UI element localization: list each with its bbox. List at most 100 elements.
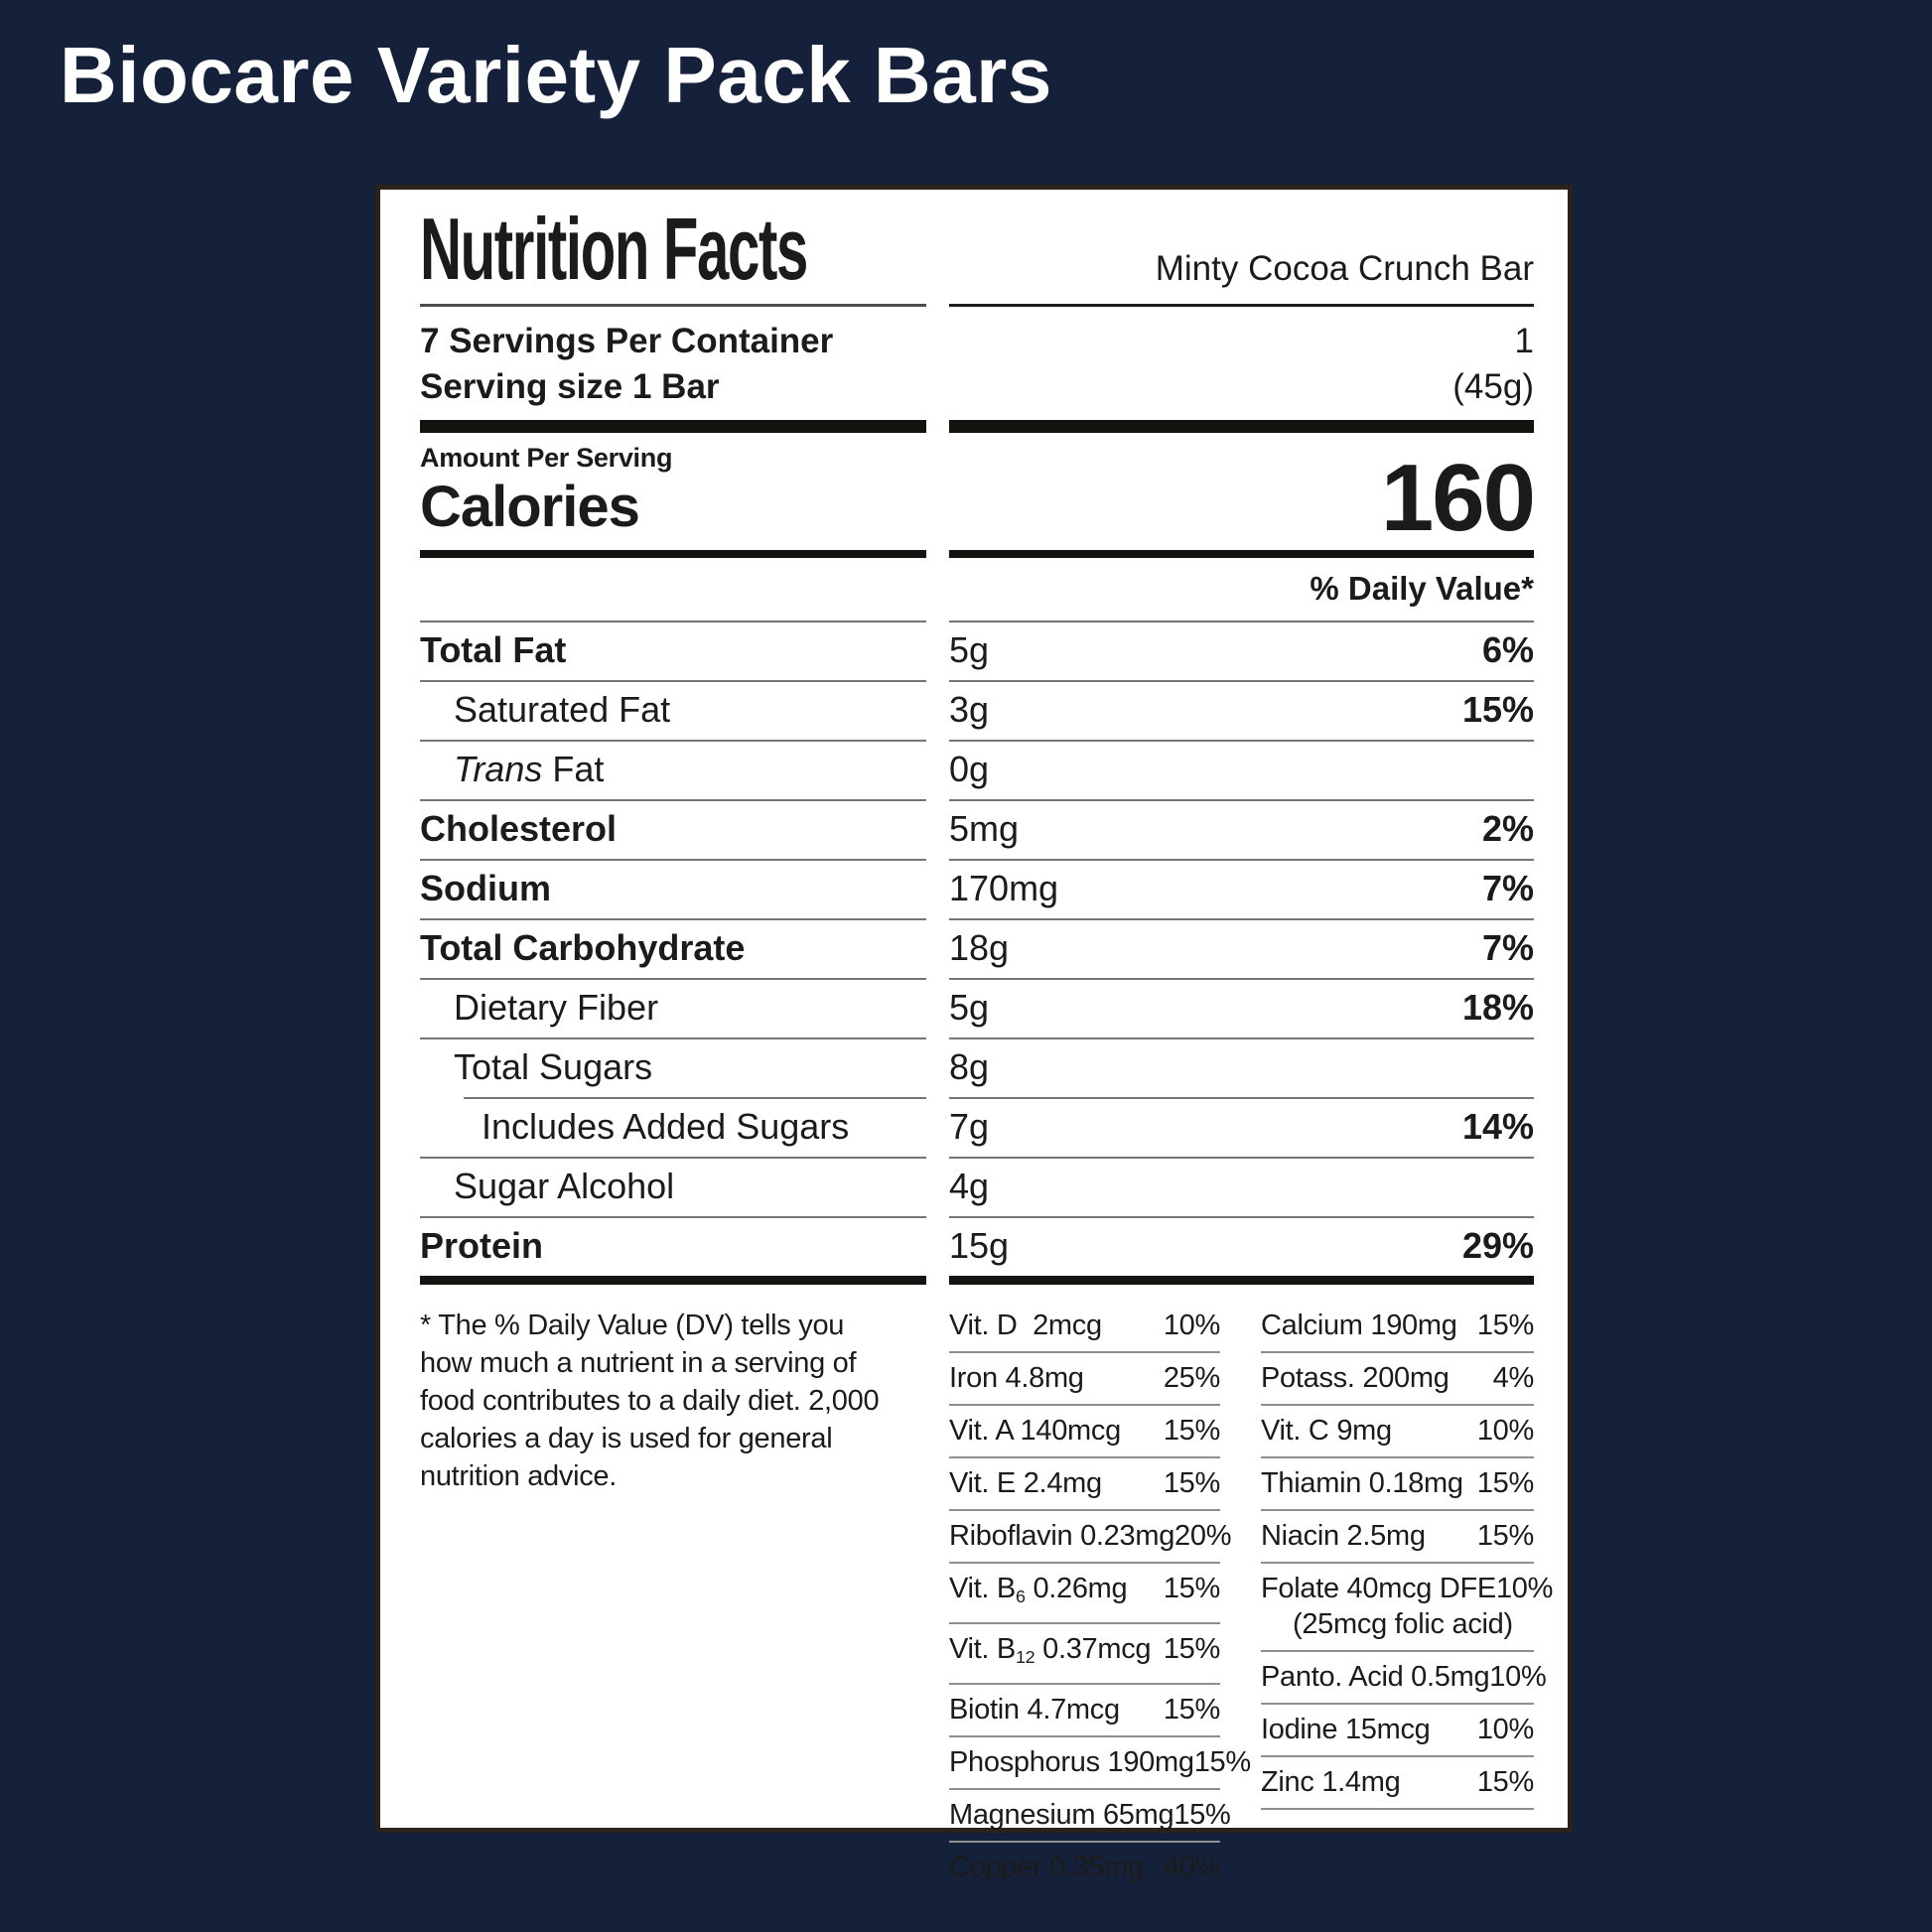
micro-line: Vit. E 2.4mg 15%: [949, 1465, 1220, 1501]
nutrient-dv: 2%: [1481, 808, 1534, 850]
text-part: Vit. D 2mcg: [949, 1310, 1102, 1342]
micro-row: Vit. B6 0.26mg 15%: [949, 1564, 1220, 1625]
medium-bar: [420, 550, 1540, 559]
nutrient-amount: 18g: [949, 927, 1010, 969]
thick-bar: [420, 420, 1540, 434]
micro-name: Folate 40mcg DFE: [1261, 1571, 1496, 1606]
micro-name: Vit. D 2mcg: [949, 1308, 1102, 1343]
nutrient-value-cell: 8g: [949, 1037, 1534, 1097]
product-name: Minty Cocoa Crunch Bar: [949, 249, 1534, 308]
nutrient-name: Total Carbohydrate: [420, 927, 745, 968]
micro-dv: 25%: [1163, 1362, 1220, 1395]
micro-name: Thiamin 0.18mg: [1261, 1465, 1463, 1501]
servings-per-container: 7 Servings Per Container: [420, 322, 834, 361]
micro-row: Vit. D 2mcg 10%: [949, 1301, 1220, 1354]
micro-line: Folate 40mcg DFE 10%: [1261, 1571, 1553, 1606]
serving-info: 7 Servings Per Container Serving size 1 …: [420, 319, 926, 410]
text-part: Calcium 190mg: [1261, 1310, 1457, 1342]
nutrient-row: Total Carbohydrate 18g 7%: [420, 918, 1540, 978]
micro-line: Phosphorus 190mg 15%: [949, 1744, 1251, 1780]
micro-row: Phosphorus 190mg 15%: [949, 1737, 1251, 1791]
nutrient-row: Trans Fat 0g: [420, 740, 1540, 799]
nutrient-dv: 6%: [1481, 629, 1534, 671]
nutrient-value-cell: 15g 29%: [949, 1216, 1534, 1276]
nutrient-amount: 4g: [949, 1166, 990, 1207]
nutrient-dv: 7%: [1481, 927, 1534, 969]
nutrient-row: Sugar Alcohol 4g: [420, 1157, 1540, 1216]
text-part: Iodine 15mcg: [1261, 1714, 1431, 1746]
daily-value-footnote: * The % Daily Value (DV) tells you how m…: [420, 1310, 880, 1493]
micro-dv: 10%: [1476, 1714, 1534, 1746]
micro-dv: 15%: [1163, 1633, 1220, 1666]
nutrient-amount: 15g: [949, 1225, 1010, 1267]
text-part: Magnesium 65mg: [949, 1799, 1174, 1832]
micro-line: Biotin 4.7mcg 15%: [949, 1692, 1220, 1727]
micro-row: Vit. E 2.4mg 15%: [949, 1458, 1220, 1512]
micro-dv: 4%: [1492, 1362, 1535, 1395]
text-part: 0.37mcg: [1035, 1633, 1152, 1666]
micro-name: Vit. A 140mcg: [949, 1413, 1121, 1449]
micro-name: Copper 0.35mg: [949, 1850, 1144, 1885]
micros-left-table: Vit. D 2mcg 10% Iron 4.8mg 25% Vit. A 14…: [949, 1301, 1251, 1893]
nutrient-value-cell: 5g 18%: [949, 978, 1534, 1037]
nutrient-dv: 14%: [1461, 1106, 1534, 1148]
micro-name: Potass. 200mg: [1261, 1360, 1449, 1396]
text-part: Trans: [454, 749, 543, 790]
micro-name: Riboflavin 0.23mg: [949, 1518, 1174, 1554]
micro-row: Copper 0.35mg 40%: [949, 1843, 1220, 1893]
micro-dv: 15%: [1476, 1766, 1534, 1799]
micro-dv: 15%: [1476, 1467, 1534, 1500]
micro-name: Iodine 15mcg: [1261, 1712, 1431, 1747]
serving-values: 1 (45g): [949, 319, 1534, 410]
nutrient-name: Cholesterol: [420, 808, 617, 849]
text-part: Zinc 1.4mg: [1261, 1766, 1401, 1799]
nutrient-amount: 5g: [949, 987, 990, 1029]
micro-row: Folate 40mcg DFE 10% (25mcg folic acid): [1261, 1564, 1553, 1653]
nutrient-dv: 7%: [1481, 868, 1534, 909]
label-header: Nutrition Facts Minty Cocoa Crunch Bar: [420, 200, 1540, 308]
micros-right-table: Calcium 190mg 15% Potass. 200mg 4% Vit. …: [1261, 1301, 1553, 1893]
text-part: Panto. Acid 0.5mg: [1261, 1661, 1490, 1694]
micro-name: Vit. B6 0.26mg: [949, 1571, 1128, 1614]
calories-labels: Amount Per Serving Calories: [420, 443, 926, 538]
text-part: Fat: [542, 749, 605, 790]
text-part: 0.26mg: [1025, 1573, 1128, 1605]
nutrient-name-cell: Sodium: [420, 859, 926, 918]
micro-name: Vit. B12 0.37mcg: [949, 1631, 1152, 1675]
nutrient-name-cell: Total Carbohydrate: [420, 918, 926, 978]
text-part: Cholesterol: [420, 808, 618, 850]
thick-bar-left: [420, 420, 926, 434]
micro-name: Vit. C 9mg: [1261, 1413, 1392, 1449]
nutrient-name: Protein: [420, 1225, 543, 1266]
serving-section: 7 Servings Per Container Serving size 1 …: [420, 319, 1540, 410]
text-part: Vit. C 9mg: [1261, 1415, 1392, 1448]
micro-name: Vit. E 2.4mg: [949, 1465, 1102, 1501]
micro-note: (25mcg folic acid): [1293, 1608, 1513, 1641]
text-part: 6: [1015, 1587, 1026, 1607]
nutrient-value-cell: 3g 15%: [949, 680, 1534, 740]
nutrient-name: Trans Fat: [420, 749, 604, 789]
daily-value-header-spacer: [420, 558, 926, 621]
nutrition-facts-heading-wrap: Nutrition Facts: [420, 200, 926, 308]
micro-dv: 20%: [1174, 1520, 1232, 1553]
nutrition-facts-heading: Nutrition Facts: [420, 200, 808, 298]
nutrient-amount: 5g: [949, 629, 990, 671]
nutrient-amount: 8g: [949, 1046, 990, 1088]
nutrient-name-cell: Saturated Fat: [420, 680, 926, 740]
micro-dv: 10%: [1163, 1310, 1220, 1342]
nutrient-amount: 0g: [949, 749, 990, 790]
nutrient-row: Total Fat 5g 6%: [420, 621, 1540, 680]
micro-line: Iodine 15mcg 10%: [1261, 1712, 1534, 1747]
micro-dv: 10%: [1489, 1661, 1547, 1694]
text-part: 12: [1015, 1647, 1035, 1668]
nutrient-value-cell: 0g: [949, 740, 1534, 799]
micro-row: Niacin 2.5mg 15%: [1261, 1511, 1534, 1565]
text-part: Vit. B: [949, 1573, 1016, 1605]
nutrient-name: Sugar Alcohol: [420, 1166, 674, 1206]
text-part: Total Sugars: [454, 1046, 653, 1088]
calories-section: Amount Per Serving Calories 160: [420, 443, 1540, 546]
serving-weight: (45g): [1452, 367, 1534, 407]
micro-row: Vit. C 9mg 10%: [1261, 1406, 1534, 1459]
text-part: Phosphorus 190mg: [949, 1746, 1194, 1779]
